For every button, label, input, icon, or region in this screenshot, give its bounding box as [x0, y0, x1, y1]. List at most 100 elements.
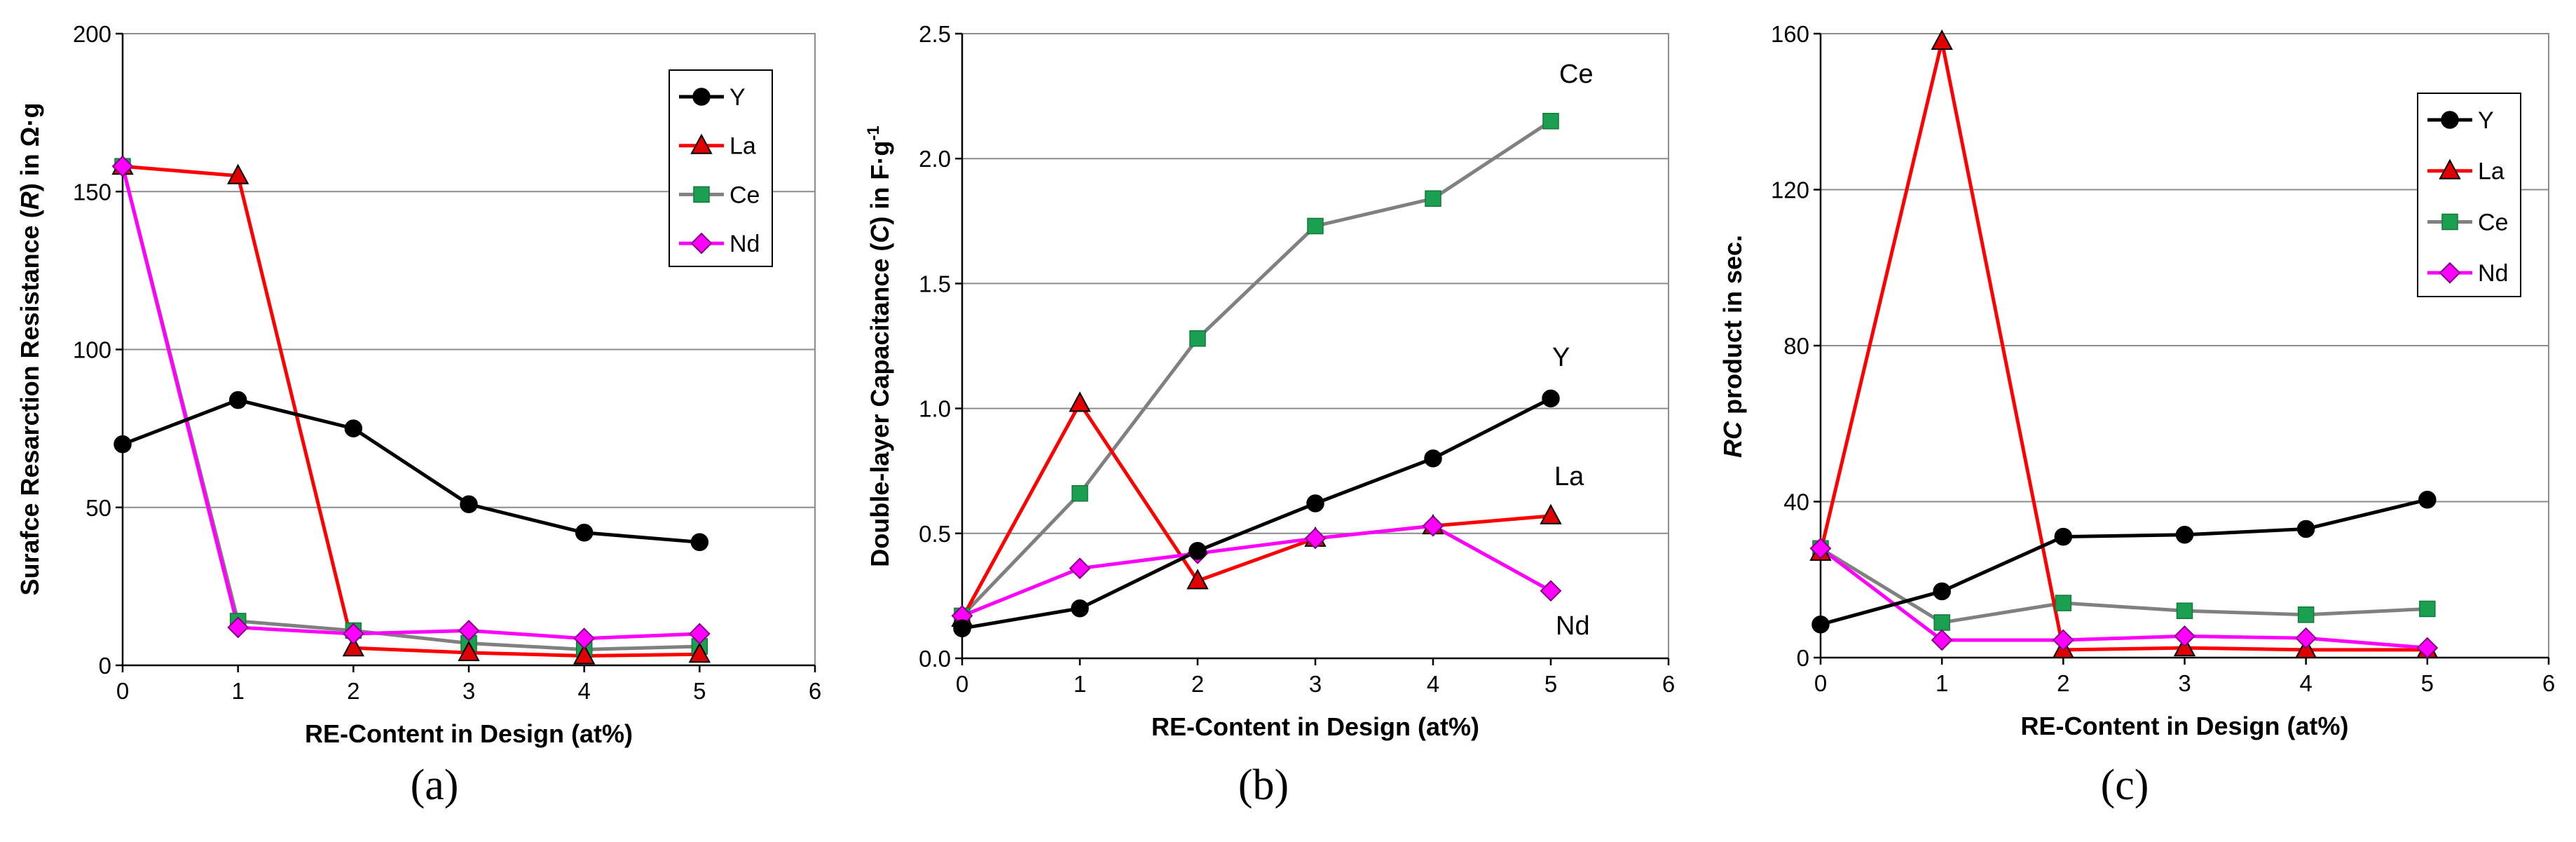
data-point-y — [690, 533, 709, 552]
data-point-nd — [111, 155, 134, 177]
x-tick-label: 5 — [1544, 671, 1557, 697]
data-point-y — [1542, 389, 1560, 408]
data-point-y — [575, 524, 594, 542]
data-point-nd — [227, 616, 249, 639]
x-tick-label: 6 — [809, 678, 821, 704]
x-tick-label: 2 — [1191, 671, 1204, 697]
panel-label: (c) — [2101, 761, 2149, 809]
y-tick-label: 120 — [1771, 177, 1809, 203]
data-point-la — [688, 642, 711, 663]
data-point-ce — [1425, 190, 1441, 207]
y-axis-label-suffix: product in sec. — [1718, 235, 1747, 421]
series-line-nd — [1819, 547, 2428, 650]
chart-panel-2: 0.0 0.5 1.0 1.5 2.0 2.5 0 1 2 3 4 5 6 RE-Content in D… — [864, 21, 1675, 809]
series-line-la — [960, 401, 1551, 620]
data-point-y — [460, 495, 478, 513]
annotation-y: Y — [1552, 343, 1570, 372]
legend-label-nd: Nd — [2478, 260, 2508, 287]
y-axis-label-prefix: Surafce Resarction Resistance ( — [15, 210, 44, 595]
x-tick-label: 5 — [693, 678, 706, 704]
legend-label-y: Y — [729, 84, 746, 111]
series-line-nd — [121, 165, 700, 641]
annotation-nd: Nd — [1556, 611, 1590, 641]
x-axis-label: RE-Content in Design (at%) — [1151, 712, 1479, 741]
x-tick-label: 2 — [347, 678, 359, 704]
y-tick-label: 50 — [85, 495, 111, 521]
y-tick-label: 1.0 — [919, 396, 951, 422]
y-axis-label: Surafce Resarction Resistance (R) in Ω·g — [15, 102, 44, 595]
data-point-y — [2296, 520, 2315, 538]
series-line-ce — [961, 119, 1552, 618]
data-point-nd — [1931, 629, 1953, 651]
data-point-la — [226, 163, 249, 184]
legend-marker-y — [2441, 111, 2459, 129]
x-tick-label: 1 — [1074, 671, 1086, 697]
x-tick-label: 3 — [463, 678, 475, 704]
y-tick-label: 100 — [73, 337, 111, 363]
y-axis-label-symbol: C — [865, 224, 894, 243]
data-point-nd — [1069, 557, 1091, 580]
data-point-nd — [2052, 629, 2074, 651]
data-point-nd — [1540, 580, 1562, 602]
data-point-y — [2418, 490, 2437, 509]
data-point-y — [953, 619, 971, 637]
x-axis-label: RE-Content in Design (at%) — [305, 719, 633, 748]
series-line-la — [122, 164, 700, 658]
y-tick-label: 0.5 — [919, 521, 951, 547]
data-point-y — [2175, 526, 2194, 544]
data-point-nd — [2295, 627, 2317, 649]
x-tick-label: 5 — [2421, 670, 2434, 696]
y-axis-label-symbol: RC — [1718, 421, 1747, 458]
y-tick-label: 1.5 — [919, 271, 951, 297]
data-point-la — [573, 644, 596, 665]
x-tick-label: 0 — [1814, 670, 1827, 696]
data-point-y — [1424, 449, 1442, 468]
y-tick-label: 40 — [1783, 489, 1809, 515]
data-point-nd — [2416, 637, 2439, 659]
legend-marker-la — [690, 133, 713, 154]
legend-box — [669, 69, 773, 267]
x-tick-label: 2 — [2057, 670, 2069, 696]
legend-label-ce: Ce — [2478, 209, 2508, 236]
data-point-y — [228, 391, 247, 409]
data-point-nd — [1809, 537, 1832, 559]
data-point-ce — [1307, 217, 1324, 235]
y-tick-label: 160 — [1771, 21, 1809, 47]
data-point-nd — [2174, 625, 2195, 647]
data-point-ce — [1071, 485, 1088, 502]
data-point-y — [2054, 527, 2073, 546]
x-tick-label: 6 — [1662, 671, 1675, 697]
legend-marker-ce — [693, 186, 710, 203]
x-tick-label: 1 — [231, 678, 244, 704]
data-point-nd — [342, 623, 364, 645]
data-point-la — [1186, 569, 1209, 590]
data-point-y — [1933, 582, 1951, 601]
legend-marker-y — [692, 88, 711, 106]
annotation-ce: Ce — [1559, 60, 1594, 89]
data-point-ce — [1933, 614, 1950, 631]
data-point-la — [1931, 29, 1953, 50]
y-axis-label: RC product in sec. — [1718, 235, 1747, 458]
chart-panel-3: 0 40 80 120 160 0 1 2 3 4 5 6 RE-Content in Design (… — [1718, 21, 2555, 809]
legend-marker-ce — [2441, 213, 2458, 231]
series-line-ce — [1819, 547, 2427, 625]
x-tick-label: 0 — [956, 671, 968, 697]
y-axis-label: Double-layer Capacitance (C) in F·g-1 — [864, 125, 894, 566]
x-tick-label: 6 — [2542, 670, 2555, 696]
legend-label-la: La — [2478, 158, 2505, 185]
data-point-la — [458, 640, 480, 661]
series-line-y — [1820, 498, 2428, 627]
data-point-y — [1306, 494, 1324, 512]
data-point-ce — [2176, 602, 2193, 619]
x-tick-label: 1 — [1936, 670, 1948, 696]
data-point-nd — [1422, 515, 1444, 537]
data-point-la — [1540, 503, 1562, 524]
series-line-ce — [121, 165, 700, 651]
data-point-y — [114, 435, 132, 454]
x-tick-label: 0 — [116, 678, 129, 704]
y-axis-label-sup: -1 — [864, 125, 883, 140]
x-tick-label: 4 — [1427, 671, 1439, 697]
data-point-la — [342, 636, 365, 657]
y-tick-label: 150 — [73, 179, 111, 205]
